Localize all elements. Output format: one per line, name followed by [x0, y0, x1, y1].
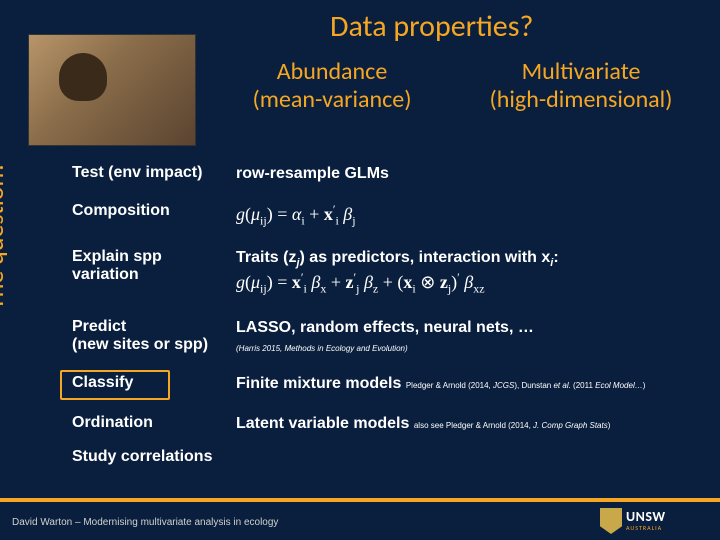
- row-study-label: Study correlations: [72, 448, 236, 466]
- row-composition-label: Composition: [72, 202, 236, 220]
- row-explain-l2: variation: [72, 266, 139, 283]
- highlight-box-classify: [60, 370, 170, 400]
- col-abundance-l2: (mean-variance): [253, 85, 412, 114]
- col-multi-l1: Multivariate: [522, 57, 641, 86]
- column-header-multivariate: Multivariate (high-dimensional): [466, 58, 696, 113]
- row-predict-text: LASSO, random effects, neural nets, …: [236, 319, 534, 336]
- row-ordination-label: Ordination: [72, 414, 236, 432]
- formula-composition: g(μij) = αi + x′i βj: [236, 204, 356, 224]
- row-predict-cite: (Harris 2015, Methods in Ecology and Evo…: [236, 344, 408, 353]
- column-header-abundance: Abundance (mean-variance): [232, 58, 432, 113]
- col-multi-l2: (high-dimensional): [490, 85, 673, 114]
- formula-explain: g(μij) = x′i βx + z′j βz + (xi ⊗ zj)′ βx…: [236, 272, 485, 292]
- row-explain-value: Traits (zj) as predictors, interaction w…: [236, 248, 702, 296]
- row-predict-label: Predict (new sites or spp): [72, 318, 236, 355]
- row-ordination-text: Latent variable models: [236, 415, 409, 432]
- row-ordination: Ordination Latent variable models also s…: [72, 414, 702, 433]
- row-classify-cite: Pledger & Arnold (2014, JCGS), Dunstan e…: [406, 381, 646, 390]
- row-test-value: row-resample GLMs: [236, 164, 702, 183]
- row-explain-l1: Explain spp: [72, 248, 162, 265]
- unsw-subtext: AUSTRALIA: [626, 524, 666, 532]
- row-test: Test (env impact) row-resample GLMs: [72, 164, 702, 183]
- slide-title: Data properties?: [330, 8, 533, 45]
- y-axis-label: The question?: [0, 161, 10, 310]
- row-predict-l1: Predict: [72, 318, 126, 335]
- col-abundance-l1: Abundance: [277, 57, 388, 86]
- row-ordination-value: Latent variable models also see Pledger …: [236, 414, 702, 433]
- photo-placeholder: [28, 34, 196, 146]
- row-composition-value: g(μij) = αi + x′i βj: [236, 202, 702, 228]
- footer-text: David Warton – Modernising multivariate …: [12, 517, 278, 528]
- row-predict-value: LASSO, random effects, neural nets, … (H…: [236, 318, 702, 356]
- row-classify-value: Finite mixture models Pledger & Arnold (…: [236, 374, 702, 393]
- row-predict-l2: (new sites or spp): [72, 336, 208, 353]
- unsw-text: UNSW: [626, 510, 666, 524]
- unsw-crest-icon: [600, 508, 622, 534]
- row-classify-text: Finite mixture models: [236, 375, 401, 392]
- row-explain: Explain spp variation Traits (zj) as pre…: [72, 248, 702, 296]
- row-composition: Composition g(μij) = αi + x′i βj: [72, 202, 702, 228]
- row-predict: Predict (new sites or spp) LASSO, random…: [72, 318, 702, 356]
- row-explain-label: Explain spp variation: [72, 248, 236, 285]
- unsw-logo-text: UNSW AUSTRALIA: [626, 510, 666, 532]
- unsw-logo: UNSW AUSTRALIA: [600, 506, 710, 536]
- row-ordination-cite: also see Pledger & Arnold (2014, J. Comp…: [414, 421, 611, 430]
- row-study: Study correlations: [72, 448, 702, 466]
- row-test-label: Test (env impact): [72, 164, 236, 182]
- slide: Data properties? Abundance (mean-varianc…: [0, 0, 720, 540]
